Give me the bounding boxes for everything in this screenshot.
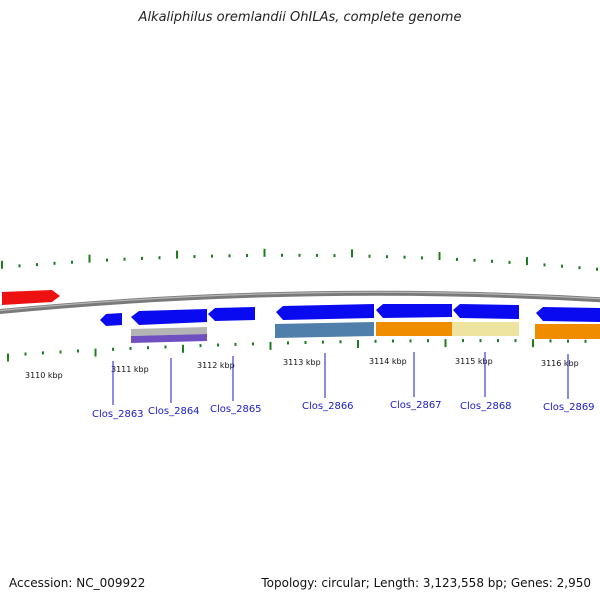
kbp-label: 3113 kbp xyxy=(283,358,321,367)
gene-arrow-clos-2869[interactable] xyxy=(536,307,600,322)
gene-label-clos-2865[interactable]: Clos_2865 xyxy=(210,404,262,415)
gene-label-clos-2864[interactable]: Clos_2864 xyxy=(148,406,200,417)
lower-tick-track xyxy=(7,339,587,362)
upper-tick-track xyxy=(1,248,598,271)
kbp-label: 3112 kbp xyxy=(197,361,235,370)
gene-label-leaders xyxy=(112,352,569,405)
gene-labels: Clos_2863 Clos_2864 Clos_2865 Clos_2866 … xyxy=(92,400,595,420)
track-orange-segment-right xyxy=(535,324,600,339)
track-purple-segment xyxy=(131,334,207,343)
track-khaki-segment xyxy=(452,322,519,336)
kbp-label: 3114 kbp xyxy=(369,357,407,366)
annotation-track xyxy=(131,322,600,343)
kbp-scale: 3110 kbp 3111 kbp 3112 kbp 3113 kbp 3114… xyxy=(25,357,579,380)
kbp-label: 3115 kbp xyxy=(455,357,493,366)
gene-arrow-clos-2864[interactable] xyxy=(131,309,207,325)
gene-track xyxy=(100,304,600,326)
kbp-label: 3116 kbp xyxy=(541,359,579,368)
accession-text: Accession: NC_009922 xyxy=(9,576,146,590)
gene-label-clos-2868[interactable]: Clos_2868 xyxy=(460,401,512,412)
gene-label-clos-2863[interactable]: Clos_2863 xyxy=(92,409,144,420)
kbp-label: 3110 kbp xyxy=(25,371,63,380)
gene-label-clos-2869[interactable]: Clos_2869 xyxy=(543,402,595,413)
gene-arrow-clos-2863[interactable] xyxy=(100,313,122,326)
map-title: Alkaliphilus oremlandii OhILAs, complete… xyxy=(138,10,462,25)
gene-arrow-clos-2866[interactable] xyxy=(276,304,374,320)
gene-label-clos-2867[interactable]: Clos_2867 xyxy=(390,400,442,411)
genome-backbone-highlight xyxy=(0,291,600,312)
gene-arrow-clos-2865[interactable] xyxy=(208,307,255,321)
highlighted-gene-arrow[interactable] xyxy=(2,290,60,305)
track-gray-segment xyxy=(131,327,207,336)
gene-label-clos-2866[interactable]: Clos_2866 xyxy=(302,401,354,412)
track-orange-segment xyxy=(376,322,452,336)
genome-summary-text: Topology: circular; Length: 3,123,558 bp… xyxy=(261,576,591,590)
gene-arrow-clos-2867[interactable] xyxy=(376,304,452,318)
gene-arrow-clos-2868[interactable] xyxy=(453,304,519,319)
kbp-label: 3111 kbp xyxy=(111,365,149,374)
genome-backbone xyxy=(0,290,600,315)
track-steel-segment xyxy=(275,322,374,338)
